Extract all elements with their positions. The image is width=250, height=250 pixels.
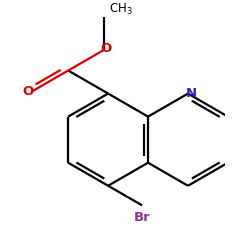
Text: O: O (22, 85, 33, 98)
Text: CH$_3$: CH$_3$ (109, 2, 132, 16)
Text: O: O (100, 42, 111, 55)
Text: N: N (186, 87, 197, 100)
Text: Br: Br (134, 212, 150, 224)
